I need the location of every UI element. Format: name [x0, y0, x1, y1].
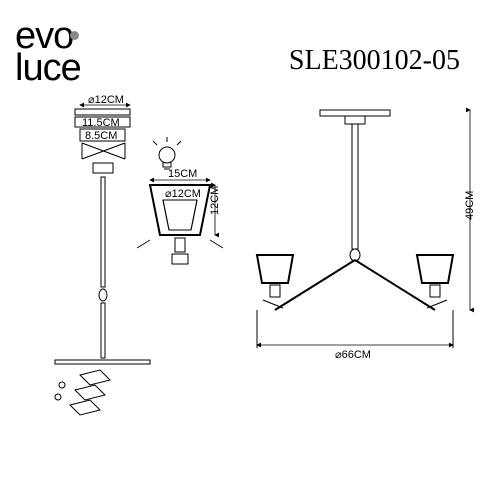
inner-width-label: 8.5CM: [85, 130, 117, 142]
left-assembly: ⌀12CM 11.5CM 8.5CM: [55, 95, 150, 415]
shade-inner-dia-label: ⌀12CM: [165, 188, 201, 200]
fixture-height-label: 49CM: [464, 191, 476, 220]
top-dia-label: ⌀12CM: [88, 95, 124, 106]
logo-line2: luce: [15, 47, 81, 89]
bulb-icon: [153, 137, 181, 169]
fixture-width-label: ⌀66CM: [335, 349, 371, 361]
main-fixture: 49CM ⌀66CM: [257, 110, 476, 361]
mid-width-label: 11.5CM: [82, 117, 120, 129]
shade-detail: 15CM ⌀12CM 12CM: [137, 168, 223, 264]
technical-diagram: ⌀12CM 11.5CM 8.5CM: [0, 95, 500, 495]
shade-width-label: 15CM: [168, 168, 197, 180]
brand-logo: evo luce: [15, 20, 81, 85]
shade-height-label: 12CM: [209, 186, 221, 215]
product-code: SLE300102-05: [289, 45, 460, 77]
logo-dot: [70, 31, 79, 40]
